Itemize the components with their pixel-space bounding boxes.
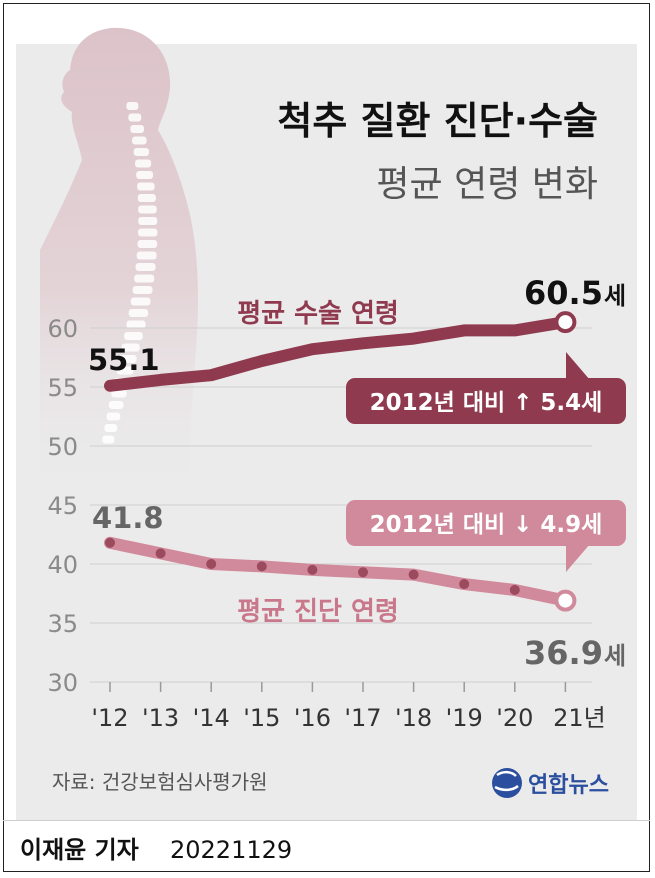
data-point <box>459 325 470 336</box>
callout-pointer <box>566 544 590 572</box>
end-value-label: 60.5 <box>524 274 603 312</box>
x-tick-label: '17 <box>344 704 381 732</box>
vertebra <box>128 309 149 317</box>
vertebra <box>108 401 124 409</box>
x-tick-label: '16 <box>294 704 331 732</box>
callout-pointer <box>566 352 590 380</box>
vertebra <box>137 182 155 191</box>
chart-title: 척추 질환 진단·수술 <box>277 99 598 143</box>
vertebra <box>138 228 158 237</box>
change-callout-text: 2012년 대비 ↓ 4.9세 <box>370 512 603 538</box>
x-tick-label: 21년 <box>553 704 606 732</box>
vertebra <box>132 286 153 294</box>
byline-date: 20221129 <box>170 836 292 864</box>
data-point <box>358 338 368 349</box>
series-line <box>104 316 572 392</box>
x-tick-label: '18 <box>395 704 432 732</box>
data-point <box>256 356 267 367</box>
vertebra <box>132 136 147 145</box>
byline-reporter: 이재윤 기자 <box>20 836 139 864</box>
source-text: 자료: 건강보험심사평가원 <box>52 770 268 794</box>
x-tick-label: '13 <box>142 704 179 732</box>
y-tick-label: 35 <box>47 610 78 638</box>
data-point-end <box>554 589 577 612</box>
y-tick-label: 40 <box>47 551 78 579</box>
data-point <box>155 374 166 385</box>
x-tick-label: '15 <box>243 704 280 732</box>
change-callout-box <box>346 500 626 546</box>
data-point <box>408 569 419 580</box>
data-point <box>105 537 115 548</box>
data-point <box>459 579 470 590</box>
footer-divider <box>3 820 650 821</box>
data-point <box>155 548 166 559</box>
vertebra <box>121 343 140 352</box>
vertebra <box>130 125 144 133</box>
y-tick-label: 55 <box>47 374 78 402</box>
vertebra <box>106 412 121 421</box>
vertebra <box>137 240 158 248</box>
data-point <box>509 584 520 595</box>
end-value-unit: 세 <box>604 282 626 310</box>
data-point <box>256 561 267 572</box>
x-tick-label: '20 <box>496 704 533 732</box>
vertebra <box>130 297 151 306</box>
vertebra <box>135 159 152 168</box>
series-line <box>104 536 572 607</box>
y-tick-label: 50 <box>47 433 78 461</box>
logo-text: 연합뉴스 <box>528 772 609 798</box>
data-point-end <box>554 311 577 334</box>
start-value-label: 41.8 <box>92 501 164 535</box>
x-tick-label: '12 <box>91 704 128 732</box>
vertebra <box>116 366 134 375</box>
start-value-label: 55.1 <box>88 343 160 377</box>
data-point <box>358 567 368 578</box>
vertebra <box>136 171 154 179</box>
change-callout-box <box>346 378 626 424</box>
data-point <box>206 370 217 381</box>
data-point <box>105 380 115 391</box>
series-name-label: 평균 수술 연령 <box>237 299 399 329</box>
vertebra <box>124 332 143 340</box>
series-layer <box>104 311 577 612</box>
x-axis: '12 '13 '14 '15 '16 '17 '18 '19 '20 21년 <box>91 682 606 732</box>
change-callout-text: 2012년 대비 ↑ 5.4세 <box>370 390 603 416</box>
vertebra <box>111 389 127 398</box>
y-tick-label: 60 <box>47 315 78 343</box>
vertebra <box>135 263 156 271</box>
vertebra <box>119 355 137 363</box>
x-tick-label: '14 <box>193 704 230 732</box>
vertebra <box>126 102 139 110</box>
vertebra <box>133 148 149 156</box>
vertebra <box>126 320 146 329</box>
vertebra <box>134 274 155 283</box>
y-axis: 30 35 40 45 50 55 60 <box>47 315 78 697</box>
vertebra <box>102 435 115 444</box>
data-point <box>307 344 318 355</box>
x-tick-label: '19 <box>446 704 483 732</box>
vertebra <box>138 205 157 214</box>
body-silhouette-icon <box>40 27 198 500</box>
series-name-label: 평균 진단 연령 <box>237 597 399 627</box>
chart-subtitle: 평균 연령 변화 <box>376 164 598 205</box>
grid-lines <box>90 327 592 683</box>
vertebra <box>137 194 156 202</box>
data-point <box>206 559 217 569</box>
y-tick-label: 45 <box>47 492 78 520</box>
vertebra <box>128 113 142 122</box>
vertebra <box>104 424 118 432</box>
spine-icon <box>102 102 158 444</box>
vertebra <box>138 217 158 225</box>
yonhap-logo: 연합뉴스 <box>492 768 609 798</box>
end-value-label: 36.9 <box>524 634 603 672</box>
data-point <box>509 325 520 336</box>
data-point <box>408 333 419 344</box>
vertebra <box>136 251 157 260</box>
data-point <box>307 564 318 575</box>
end-value-unit: 세 <box>604 642 626 670</box>
y-tick-label: 30 <box>47 669 78 697</box>
